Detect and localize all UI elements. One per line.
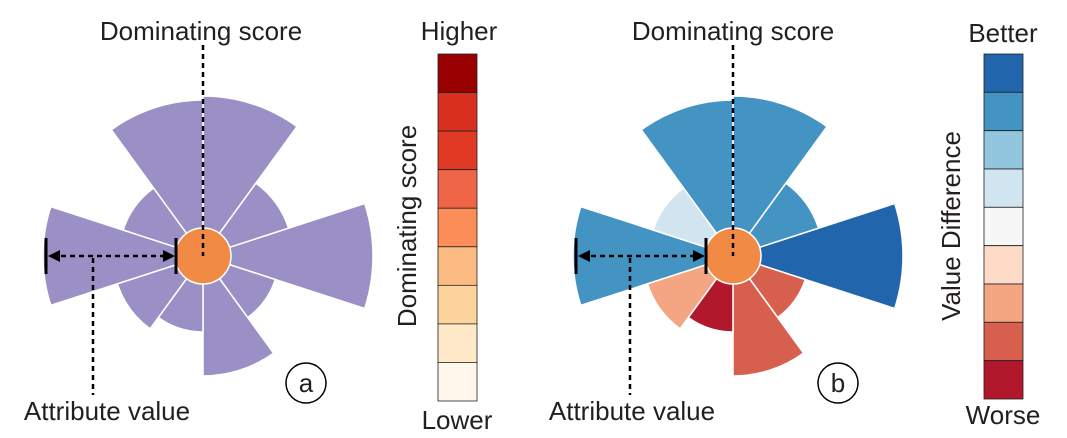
legend-swatch-b-9 [983, 360, 1024, 400]
petal-a-10 [110, 99, 204, 259]
legend-swatch-b-7 [983, 283, 1024, 323]
legend-bottom-label-b: Worse [966, 400, 1041, 430]
panel-a: Dominating score Attribute value a Highe… [24, 16, 498, 435]
legend-swatch-a-1 [437, 53, 478, 93]
legend-swatch-b-5 [983, 206, 1024, 247]
petal-a-1 [202, 95, 299, 259]
arrowhead-left-a [48, 250, 60, 262]
legend-swatch-b-8 [983, 321, 1024, 361]
petal-a-5 [202, 253, 275, 377]
top-annotation-a: Dominating score [100, 16, 302, 46]
legend-colorbar-a [437, 53, 478, 402]
legend-bottom-label-a: Lower [422, 405, 493, 435]
panel-b: Dominating score Attribute value b Bette… [549, 16, 1040, 430]
petal-b-5 [732, 253, 805, 377]
legend-swatch-b-2 [983, 91, 1024, 132]
top-annotation-b: Dominating score [632, 16, 834, 46]
legend-swatch-b-1 [983, 53, 1024, 93]
legend-swatch-a-7 [437, 284, 478, 325]
legend-swatch-a-6 [437, 246, 478, 286]
petal-b-8 [572, 205, 736, 307]
panel-label-circle-b [817, 362, 859, 404]
legend-swatch-a-8 [437, 323, 478, 363]
petal-b-1 [732, 95, 829, 259]
legend-swatch-a-3 [437, 130, 478, 171]
legend-top-label-a: Higher [421, 16, 498, 46]
legend-colorbar-b [983, 53, 1024, 400]
bottom-annotation-a: Attribute value [24, 396, 190, 426]
panel-label-b: b [831, 368, 845, 398]
petal-a-3 [200, 202, 374, 310]
legend-swatch-a-2 [437, 92, 478, 132]
legend-top-label-b: Better [968, 18, 1038, 48]
petal-a-8 [42, 205, 206, 307]
arrowhead-left-b [578, 250, 590, 262]
arrowhead-right-a [163, 250, 175, 262]
legend-swatch-b-3 [983, 130, 1024, 170]
legend-swatch-a-4 [437, 169, 478, 209]
petal-b-3 [730, 202, 904, 310]
arrowhead-right-b [693, 250, 705, 262]
legend-side-label-b: Value Difference [936, 131, 966, 321]
legend-swatch-a-5 [437, 207, 478, 248]
panel-label-a: a [299, 368, 314, 398]
bottom-annotation-b: Attribute value [549, 396, 715, 426]
legend-side-label-a: Dominating score [392, 125, 422, 327]
legend-swatch-b-6 [983, 245, 1024, 285]
panel-label-circle-a [285, 362, 327, 404]
legend-swatch-b-4 [983, 168, 1024, 208]
petal-b-10 [640, 99, 734, 259]
legend-swatch-a-9 [437, 361, 478, 402]
